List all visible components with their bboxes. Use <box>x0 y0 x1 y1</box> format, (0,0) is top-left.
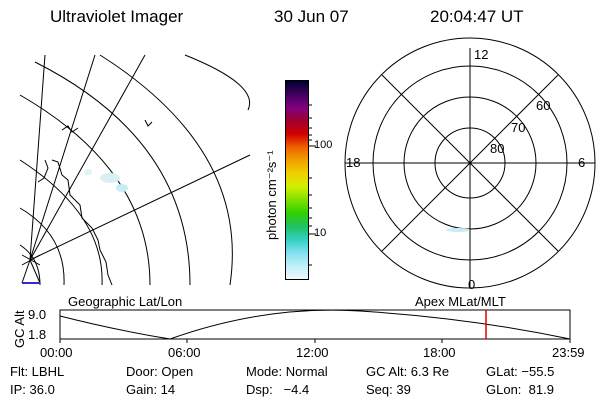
mlat-label-80: 80 <box>490 141 505 156</box>
altitude-axis-label: GC Alt <box>12 310 27 348</box>
time-label: 20:04:47 UT <box>430 7 524 26</box>
mlt-label-18: 18 <box>346 155 361 170</box>
status-gc-alt: GC Alt: 6.3 Re <box>366 364 450 379</box>
status-glat: GLat: −55.5 <box>486 364 555 379</box>
mlat-label-70: 70 <box>511 120 526 135</box>
status-seq: Seq: 39 <box>366 382 411 397</box>
time-tick-1800: 18:00 <box>423 345 456 360</box>
date-label: 30 Jun 07 <box>274 7 349 26</box>
time-tick-1200: 12:00 <box>296 345 329 360</box>
time-tick-0000: 00:00 <box>40 345 73 360</box>
colorbar-tick-10: 10 <box>314 227 327 239</box>
mlt-label-6: 6 <box>578 155 586 170</box>
status-door: Door: Open <box>126 364 194 379</box>
altitude-tick-max: 9.0 <box>28 307 47 322</box>
status-mode: Mode: Normal <box>246 364 328 379</box>
instrument-title: Ultraviolet Imager <box>50 7 184 26</box>
status-dsp: Dsp: −4.4 <box>246 382 310 397</box>
mlt-label-12: 12 <box>474 47 489 62</box>
map-projection-label: Geographic Lat/Lon <box>68 294 183 309</box>
mlat-label-60: 60 <box>536 98 551 113</box>
time-tick-2359: 23:59 <box>552 345 585 360</box>
colorbar-tick-100: 100 <box>314 139 333 151</box>
status-filter: Flt: LBHL <box>10 364 65 379</box>
status-glon: GLon: 81.9 <box>486 382 554 397</box>
altitude-tick-min: 1.8 <box>28 327 47 342</box>
colorbar <box>285 80 309 280</box>
polar-projection-label: Apex MLat/MLT <box>415 294 506 309</box>
status-gain: Gain: 14 <box>126 382 176 397</box>
status-ip: IP: 36.0 <box>10 382 55 397</box>
mlt-label-0: 0 <box>468 277 476 292</box>
time-tick-0600: 06:00 <box>168 345 201 360</box>
